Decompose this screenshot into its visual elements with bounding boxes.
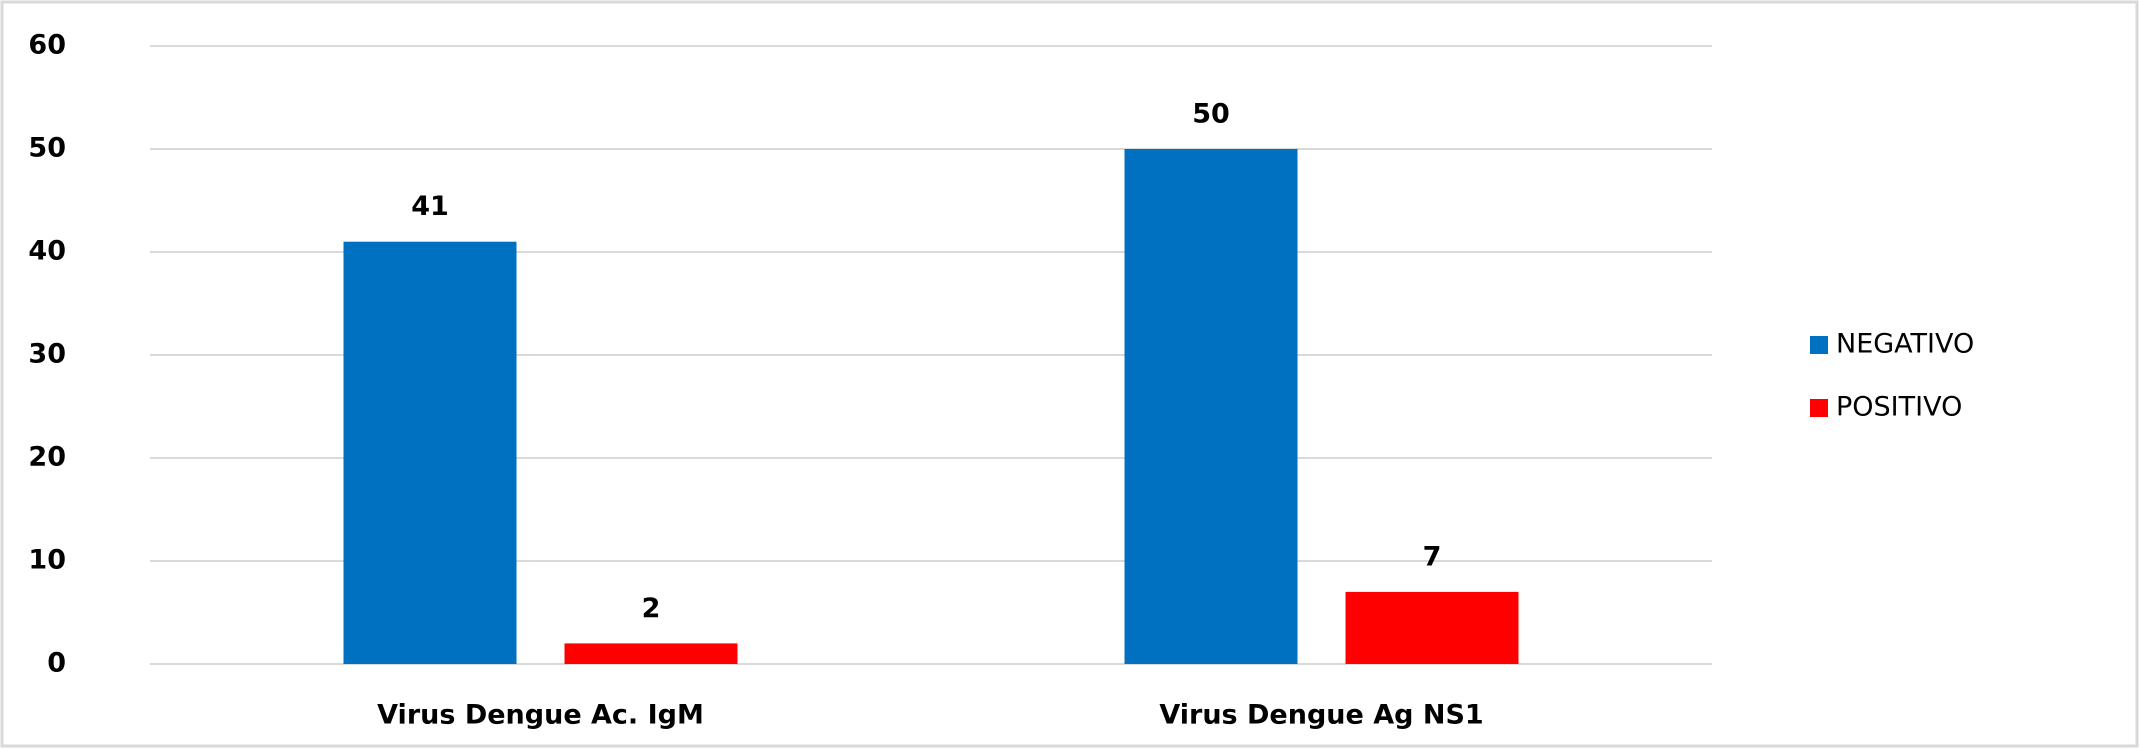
data-label: 41	[411, 191, 449, 222]
data-label: 50	[1192, 99, 1230, 130]
x-tick-label: Virus Dengue Ac. IgM	[377, 700, 704, 731]
y-tick-label: 20	[28, 442, 66, 473]
y-tick-label: 40	[28, 236, 66, 267]
x-tick-label: Virus Dengue Ag NS1	[1159, 700, 1483, 731]
bar	[564, 643, 738, 664]
y-tick-label: 0	[47, 648, 66, 679]
y-tick-label: 30	[28, 339, 66, 370]
data-label: 7	[1423, 541, 1442, 572]
y-tick-label: 60	[28, 30, 66, 61]
data-label: 2	[642, 593, 661, 624]
legend-label: POSITIVO	[1836, 392, 1962, 423]
legend-swatch	[1810, 336, 1828, 354]
bar	[1124, 149, 1298, 664]
legend-swatch	[1810, 399, 1828, 417]
y-tick-label: 10	[28, 545, 66, 576]
y-tick-label: 50	[28, 133, 66, 164]
legend-label: NEGATIVO	[1836, 329, 1974, 360]
bar	[1345, 591, 1519, 664]
bar	[343, 241, 517, 664]
